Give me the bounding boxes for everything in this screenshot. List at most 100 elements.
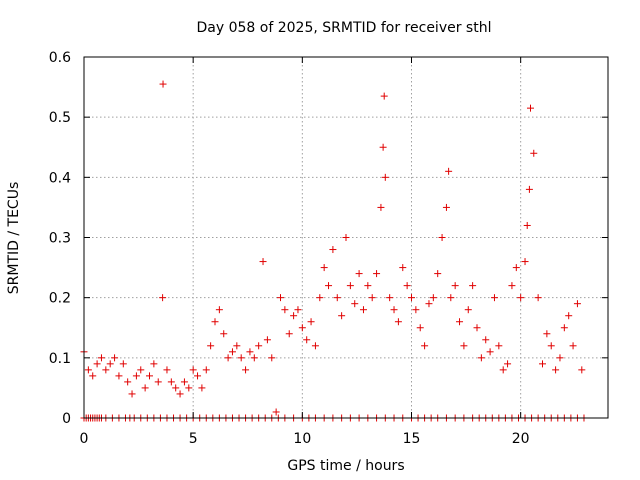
data-point bbox=[355, 270, 363, 278]
data-point bbox=[124, 378, 132, 386]
y-tick-label: 0.1 bbox=[49, 351, 71, 367]
data-point bbox=[202, 366, 210, 374]
data-point bbox=[416, 324, 424, 332]
y-axis-label: SRMTID / TECUs bbox=[6, 182, 22, 295]
axis-ticks bbox=[83, 56, 608, 419]
data-point bbox=[237, 354, 245, 362]
data-point bbox=[224, 354, 232, 362]
data-point bbox=[180, 378, 188, 386]
chart-title: Day 058 of 2025, SRMTID for receiver sth… bbox=[197, 20, 492, 36]
data-point bbox=[464, 306, 472, 314]
data-point bbox=[429, 294, 437, 302]
data-point bbox=[460, 342, 468, 350]
data-point bbox=[316, 294, 324, 302]
data-point bbox=[342, 234, 350, 241]
data-point bbox=[445, 167, 453, 175]
data-point bbox=[329, 246, 337, 254]
data-point bbox=[438, 234, 446, 241]
data-point bbox=[512, 264, 520, 272]
data-point bbox=[163, 366, 171, 374]
data-point bbox=[281, 306, 289, 314]
data-point bbox=[530, 149, 538, 157]
data-point bbox=[154, 378, 162, 386]
data-point bbox=[132, 372, 140, 380]
y-tick-labels: 0 0.1 0.2 0.3 0.4 0.5 0.6 bbox=[49, 50, 71, 427]
data-point bbox=[486, 348, 494, 356]
data-point bbox=[442, 203, 450, 211]
data-point bbox=[106, 360, 114, 368]
data-point bbox=[220, 330, 228, 338]
data-point bbox=[338, 312, 346, 320]
data-point bbox=[495, 342, 503, 350]
data-point bbox=[246, 348, 254, 356]
data-point bbox=[268, 354, 276, 362]
data-point bbox=[539, 360, 546, 368]
data-point bbox=[159, 294, 167, 302]
data-point bbox=[403, 282, 411, 290]
data-point bbox=[150, 360, 158, 368]
data-point bbox=[456, 318, 464, 326]
data-point bbox=[565, 312, 573, 320]
data-point bbox=[207, 342, 215, 350]
data-point bbox=[146, 372, 153, 380]
data-point bbox=[569, 342, 577, 350]
data-point bbox=[272, 408, 280, 416]
data-point bbox=[298, 324, 306, 332]
data-point bbox=[373, 270, 381, 278]
data-point bbox=[111, 354, 119, 362]
data-point bbox=[159, 80, 167, 88]
data-point bbox=[473, 324, 481, 332]
data-point bbox=[408, 294, 415, 302]
data-point bbox=[307, 318, 315, 326]
data-point bbox=[560, 324, 568, 332]
x-tick-label: 5 bbox=[189, 431, 198, 447]
data-point bbox=[141, 384, 149, 392]
data-point bbox=[285, 330, 293, 338]
data-point bbox=[290, 312, 298, 320]
y-tick-label: 0.4 bbox=[49, 170, 71, 186]
data-point bbox=[198, 384, 206, 392]
data-point bbox=[97, 354, 105, 362]
data-point bbox=[325, 282, 333, 290]
data-point bbox=[250, 354, 258, 362]
data-point bbox=[115, 372, 123, 380]
data-point bbox=[482, 336, 490, 344]
data-point bbox=[128, 390, 136, 398]
data-point bbox=[399, 264, 407, 272]
data-point bbox=[263, 336, 271, 344]
data-point bbox=[425, 300, 433, 308]
data-point bbox=[523, 221, 531, 229]
data-point bbox=[508, 282, 516, 290]
data-point bbox=[386, 294, 394, 302]
data-point bbox=[578, 366, 586, 374]
data-point bbox=[477, 354, 485, 362]
y-tick-label: 0.3 bbox=[49, 231, 71, 247]
data-point bbox=[255, 342, 263, 350]
data-point bbox=[499, 366, 507, 374]
data-point bbox=[102, 366, 110, 374]
data-point bbox=[394, 318, 402, 326]
data-point bbox=[84, 366, 92, 374]
data-point bbox=[490, 294, 498, 302]
data-point bbox=[89, 372, 97, 380]
data-point bbox=[451, 282, 459, 290]
data-point bbox=[412, 306, 420, 314]
data-point bbox=[194, 372, 202, 380]
data-point bbox=[521, 258, 529, 266]
data-point bbox=[176, 390, 184, 398]
data-point bbox=[421, 342, 429, 350]
data-point bbox=[228, 348, 236, 356]
data-point bbox=[303, 336, 311, 344]
data-point bbox=[534, 294, 542, 302]
y-tick-label: 0 bbox=[62, 411, 71, 427]
data-point bbox=[189, 366, 197, 374]
data-point bbox=[333, 294, 341, 302]
data-point bbox=[320, 264, 328, 272]
data-point bbox=[172, 384, 180, 392]
data-point bbox=[119, 360, 127, 368]
data-point bbox=[379, 143, 387, 151]
data-point bbox=[368, 294, 376, 302]
data-point bbox=[447, 294, 455, 302]
